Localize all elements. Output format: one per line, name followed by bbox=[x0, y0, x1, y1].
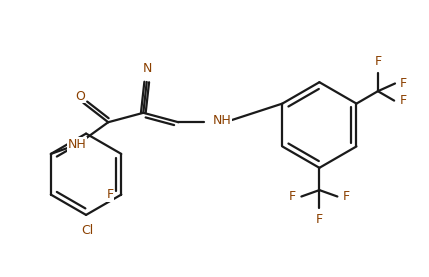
Text: Cl: Cl bbox=[81, 224, 93, 237]
Text: O: O bbox=[75, 90, 85, 102]
Text: N: N bbox=[142, 62, 152, 75]
Text: F: F bbox=[375, 55, 381, 68]
Text: F: F bbox=[289, 190, 296, 203]
Text: F: F bbox=[400, 77, 407, 90]
Text: F: F bbox=[316, 213, 323, 226]
Text: NH: NH bbox=[68, 138, 87, 151]
Text: F: F bbox=[106, 188, 114, 201]
Text: NH: NH bbox=[213, 114, 232, 127]
Text: F: F bbox=[342, 190, 350, 203]
Text: F: F bbox=[399, 94, 406, 107]
